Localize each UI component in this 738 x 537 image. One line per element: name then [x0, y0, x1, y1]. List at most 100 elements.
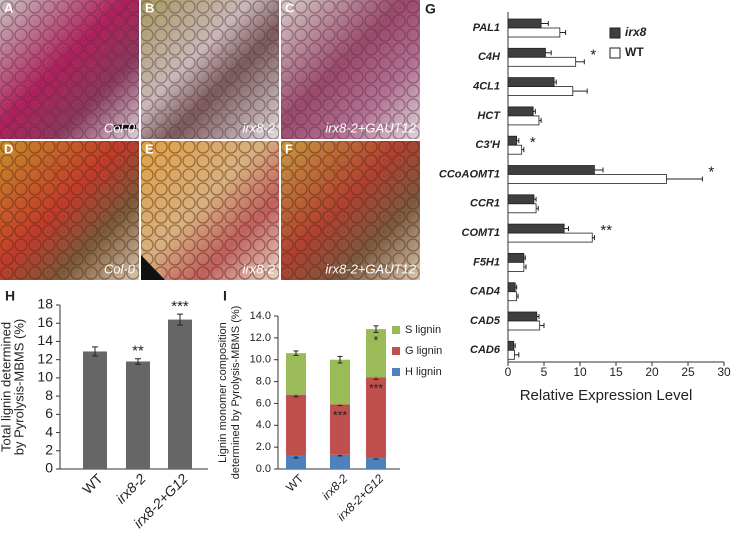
bar — [507, 223, 565, 234]
y-tick-label: CAD5 — [470, 315, 501, 327]
legend-label: G lignin — [405, 345, 442, 357]
significance: ** — [132, 343, 144, 360]
x-tick-label: 10 — [573, 365, 587, 379]
y-tick-label: HCT — [477, 110, 501, 122]
image-caption: irx8-2+GAUT12 — [325, 261, 416, 276]
y-axis-label: by Pyrolysis-MBMS (%) — [11, 319, 26, 456]
bar — [507, 203, 537, 214]
panel-letter: H — [5, 288, 15, 304]
significance: *** — [333, 409, 347, 423]
y-tick-label: C3'H — [475, 139, 501, 151]
legend-label: WT — [625, 45, 644, 59]
image-caption: Col-0 — [104, 120, 136, 135]
significance: *** — [171, 298, 189, 315]
bar — [507, 27, 561, 38]
y-axis-label: Lignin monomer composition — [217, 322, 229, 463]
legend-swatch — [609, 47, 621, 59]
y-tick-label: 16 — [37, 314, 53, 330]
panel-letter: I — [223, 288, 227, 304]
image-caption: irx8-2 — [242, 120, 275, 135]
panel-letter: E — [145, 141, 154, 156]
y-tick-label: 14.0 — [250, 310, 271, 322]
bar — [507, 106, 534, 117]
panel-letter: G — [425, 1, 436, 17]
y-tick-label: 2.0 — [256, 441, 271, 453]
legend-label: irx8 — [625, 25, 647, 39]
micrographs — [0, 0, 420, 280]
x-tick-label: irx8-2 — [113, 470, 149, 506]
y-tick-label: 6.0 — [256, 397, 271, 409]
x-tick-label: WT — [79, 470, 106, 497]
x-tick-label: irx8-2 — [319, 471, 350, 502]
y-tick-label: 4.0 — [256, 419, 271, 431]
bar — [507, 291, 518, 302]
image-caption: Col-0 — [104, 261, 136, 276]
significance: ** — [600, 222, 612, 239]
legend-swatch — [392, 368, 400, 376]
bar — [507, 115, 540, 126]
bar — [126, 361, 150, 469]
bar — [83, 351, 107, 469]
bar — [507, 135, 518, 146]
bar — [507, 47, 546, 58]
bar — [507, 252, 525, 263]
y-tick-label: 4CL1 — [472, 81, 500, 93]
significance: * — [374, 333, 379, 347]
bar-segment — [366, 458, 386, 469]
significance: * — [708, 163, 714, 180]
bar — [507, 194, 535, 205]
y-tick-label: C4H — [478, 51, 501, 63]
y-tick-label: 12.0 — [250, 332, 271, 344]
bar-segment — [366, 377, 386, 459]
bar-segment — [286, 455, 306, 469]
bar-segment — [286, 394, 306, 456]
bar-segment — [330, 454, 350, 469]
x-tick-label: 5 — [541, 365, 548, 379]
bar — [507, 320, 541, 331]
scale-bar — [114, 125, 136, 129]
y-tick-label: CCR1 — [470, 198, 500, 210]
y-tick-label: 4 — [45, 423, 53, 439]
bar — [507, 144, 523, 155]
bar — [507, 282, 516, 293]
x-tick-label: 15 — [609, 365, 623, 379]
legend-swatch — [392, 347, 400, 355]
bar — [507, 86, 574, 96]
y-tick-label: 0.0 — [256, 463, 271, 475]
legend-label: S lignin — [405, 324, 441, 336]
y-tick-label: 8 — [45, 387, 53, 403]
significance: *** — [369, 381, 383, 395]
bar — [507, 18, 542, 29]
panel-letter: B — [145, 0, 154, 15]
y-tick-label: 6 — [45, 405, 53, 421]
significance: * — [530, 134, 536, 151]
bar — [507, 174, 667, 184]
bar — [168, 319, 192, 469]
y-tick-label: 10 — [37, 369, 53, 385]
significance: * — [590, 46, 596, 63]
bar — [507, 311, 538, 322]
y-tick-label: 14 — [37, 332, 53, 348]
legend-swatch — [392, 326, 400, 334]
y-axis-label: Total lignin determined — [0, 322, 13, 452]
bar — [507, 56, 577, 67]
x-tick-label: 0 — [505, 365, 512, 379]
bar — [507, 340, 515, 351]
y-axis-label: determined by Pyrolysis-MBMS (%) — [230, 306, 242, 480]
legend-label: H lignin — [405, 366, 442, 378]
bar — [507, 349, 515, 360]
bar — [507, 261, 525, 272]
bar-segment — [330, 359, 350, 405]
panel-letter: C — [285, 0, 295, 15]
y-tick-label: PAL1 — [473, 22, 500, 34]
x-axis-label: Relative Expression Level — [520, 387, 693, 404]
bar-segment — [330, 404, 350, 455]
panel-letter: A — [4, 0, 14, 15]
image-caption: irx8-2 — [242, 261, 275, 276]
x-tick-label: 20 — [645, 365, 659, 379]
x-tick-label: WT — [283, 471, 307, 495]
y-tick-label: 10.0 — [250, 354, 271, 366]
y-tick-label: COMT1 — [462, 227, 501, 239]
bar — [507, 232, 593, 243]
